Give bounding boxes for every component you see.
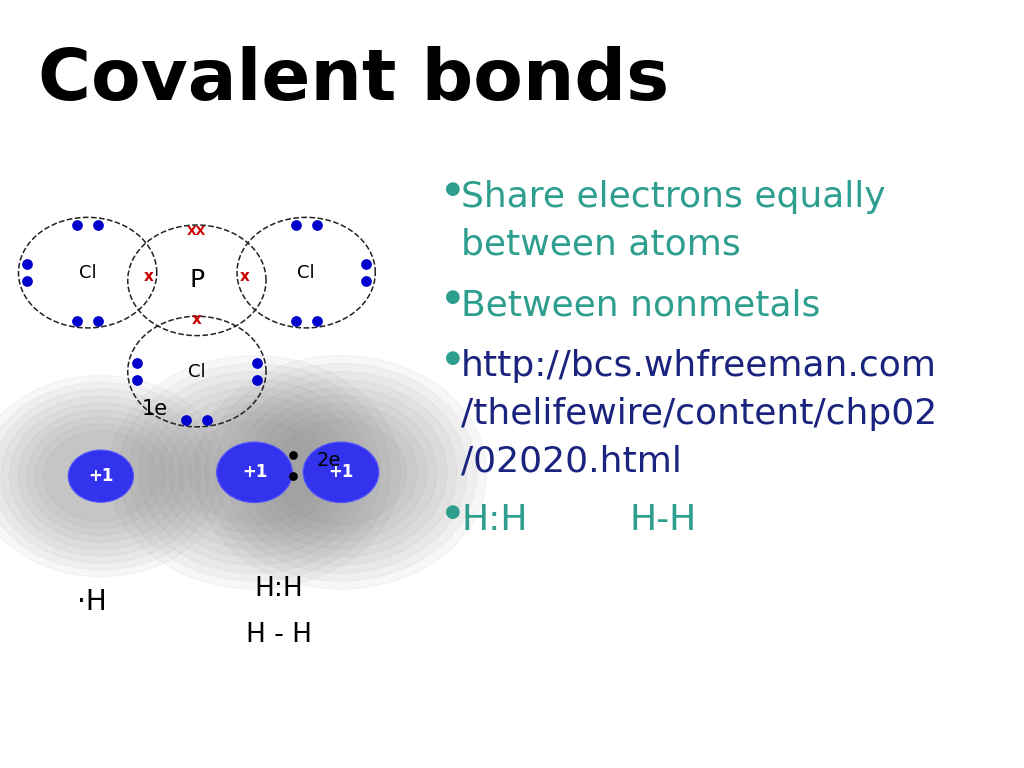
Point: [90, 218, 106, 230]
Text: H-H: H-H: [629, 503, 696, 537]
Point: [285, 449, 301, 462]
Text: +1: +1: [88, 467, 114, 485]
Point: [19, 258, 36, 270]
Circle shape: [27, 417, 175, 535]
Circle shape: [205, 363, 477, 581]
Circle shape: [119, 363, 390, 581]
Circle shape: [303, 442, 379, 502]
Point: [285, 470, 301, 482]
Circle shape: [138, 379, 371, 565]
Text: ●: ●: [444, 180, 461, 198]
Point: [90, 315, 106, 327]
Text: ●: ●: [444, 503, 461, 521]
Point: [249, 357, 265, 369]
Text: Cl: Cl: [79, 263, 96, 282]
Text: +1: +1: [329, 463, 353, 482]
Text: x: x: [191, 313, 202, 327]
Text: x: x: [240, 269, 250, 284]
Circle shape: [169, 404, 340, 541]
Text: Share electrons equally
between atoms: Share electrons equally between atoms: [461, 180, 886, 262]
Point: [129, 374, 145, 386]
Circle shape: [69, 450, 133, 502]
Point: [288, 315, 304, 327]
Circle shape: [0, 376, 226, 577]
Point: [178, 413, 195, 425]
Point: [200, 413, 216, 425]
Point: [358, 275, 375, 287]
Circle shape: [225, 379, 457, 565]
Text: P: P: [189, 268, 205, 293]
Circle shape: [1, 396, 201, 556]
Point: [69, 315, 85, 327]
Text: +1: +1: [242, 463, 267, 482]
Text: http://bcs.whfreeman.com
/thelifewire/content/chp02
/02020.html: http://bcs.whfreeman.com /thelifewire/co…: [461, 349, 937, 478]
Circle shape: [44, 431, 158, 521]
Text: ·H: ·H: [77, 588, 106, 615]
Point: [69, 218, 85, 230]
Circle shape: [275, 420, 407, 525]
Circle shape: [148, 388, 360, 557]
Text: Cl: Cl: [297, 263, 315, 282]
Circle shape: [188, 420, 321, 525]
Text: H - H: H - H: [246, 622, 311, 648]
Circle shape: [0, 389, 209, 563]
Point: [308, 218, 325, 230]
Text: 2e: 2e: [317, 452, 341, 470]
Point: [129, 357, 145, 369]
Circle shape: [129, 372, 380, 573]
Circle shape: [217, 442, 293, 502]
Circle shape: [36, 424, 166, 528]
Text: ●: ●: [444, 288, 461, 306]
Text: XX: XX: [187, 225, 207, 238]
Text: x: x: [144, 269, 154, 284]
Point: [19, 275, 36, 287]
Circle shape: [236, 388, 446, 557]
Circle shape: [255, 404, 427, 541]
Circle shape: [109, 356, 400, 589]
Point: [358, 258, 375, 270]
Text: H:H: H:H: [254, 576, 303, 602]
Circle shape: [0, 382, 218, 570]
Point: [308, 315, 325, 327]
Text: Between nonmetals: Between nonmetals: [461, 288, 820, 322]
Text: Covalent bonds: Covalent bonds: [39, 46, 670, 115]
Text: 1e: 1e: [142, 399, 168, 419]
Point: [288, 218, 304, 230]
Circle shape: [179, 412, 331, 533]
Text: ●: ●: [444, 349, 461, 367]
Circle shape: [195, 356, 486, 589]
Circle shape: [159, 396, 350, 549]
Circle shape: [245, 396, 437, 549]
Circle shape: [215, 372, 467, 573]
Circle shape: [265, 412, 417, 533]
Circle shape: [18, 410, 183, 542]
Text: H:H: H:H: [461, 503, 527, 537]
Text: Cl: Cl: [188, 362, 206, 381]
Point: [249, 374, 265, 386]
Circle shape: [9, 403, 193, 549]
